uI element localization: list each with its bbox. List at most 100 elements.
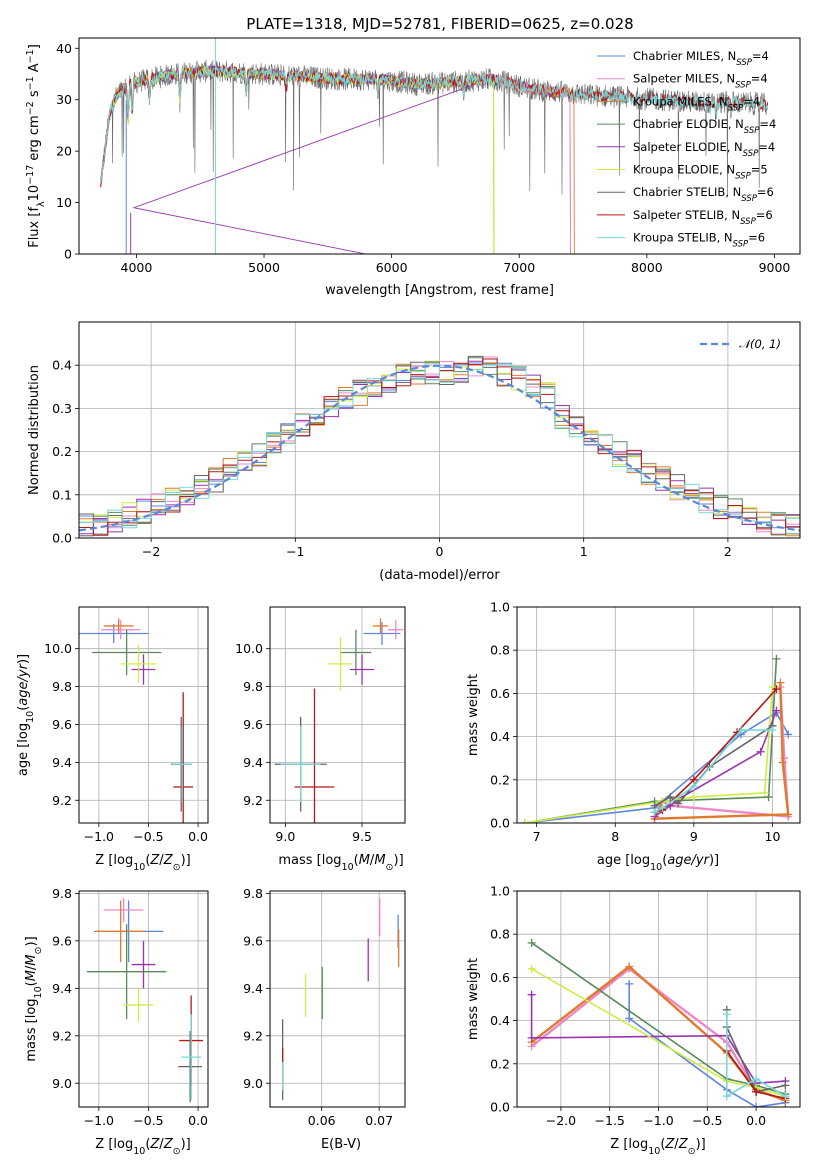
weight-age-y-label: mass weight (466, 674, 481, 756)
weight-line (524, 658, 778, 823)
y-tick-label: 0.6 (490, 970, 510, 985)
weight-marker (778, 758, 787, 767)
y-tick-label: 0.3 (52, 401, 72, 416)
label-part: 10 (25, 711, 36, 723)
x-tick-label: 8 (611, 829, 619, 844)
weight-line (531, 942, 786, 1095)
label-part: / (159, 1137, 164, 1152)
axes-frame (78, 890, 209, 1108)
label-part: ⊙ (688, 1146, 696, 1157)
x-tick-label: 9 (690, 829, 698, 844)
y-tick-label: 9.6 (243, 933, 263, 948)
normal-curve (79, 364, 800, 532)
y-tick-label: 0.0 (52, 531, 72, 546)
x-tick-label: −0.5 (133, 829, 163, 844)
label-part: A (27, 63, 42, 76)
legend-nssp: =6 (757, 185, 774, 199)
residual-histogram (79, 363, 800, 533)
y-tick-label: 0.6 (490, 686, 510, 701)
label-part: )] (394, 853, 404, 868)
weight-marker (674, 799, 683, 808)
label-part: Z (664, 1137, 675, 1152)
y-tick-label: 0.8 (490, 643, 510, 658)
label-part: erg cm (27, 115, 42, 164)
axes-frame (78, 37, 801, 255)
x-tick-label: 0.07 (365, 1113, 393, 1128)
mass-weight-vs-metallicity-panel: −2.0 −1.5 −1.0 −0.5 0.0 0.0 0.2 0.4 0.6 0.8 1.0 Z [… (466, 884, 801, 1157)
weight-marker (772, 685, 781, 694)
x-tick-label: 5000 (248, 260, 280, 275)
y-tick-label: 0.4 (52, 358, 72, 373)
spectrum-line (100, 66, 495, 254)
label-part: −1 (25, 76, 36, 90)
weight-marker (781, 1092, 790, 1101)
weight-marker (527, 964, 536, 973)
x-tick-label: −2.0 (546, 1113, 576, 1128)
y-tick-label: 9.6 (52, 933, 72, 948)
x-tick-label: −1.0 (84, 829, 114, 844)
x-tick-label: −0.5 (133, 1113, 163, 1128)
y-tick-label: 9.8 (52, 679, 72, 694)
legend-ssp: SSP (735, 172, 751, 182)
label-part: 10 (342, 862, 354, 873)
weight-marker (752, 1103, 761, 1107)
label-part: λ (36, 201, 47, 207)
weight-marker (784, 810, 793, 819)
spectrum-line (100, 64, 494, 254)
legend-ssp: SSP (736, 58, 752, 68)
legend-name: Salpeter MILES, N (633, 72, 735, 86)
y-tick-label: 1.0 (490, 884, 510, 899)
axes-frame (78, 321, 801, 539)
label-part: mass [log (24, 998, 39, 1061)
y-tick-label: 9.4 (243, 755, 263, 770)
mass-ebv-x-label: E(B-V) (321, 1137, 361, 1152)
label-part: Z [log (95, 1137, 133, 1152)
age-mass-x-label: mass [log10(M/M⊙)] (278, 853, 403, 873)
y-tick-label: 9.2 (52, 793, 72, 808)
weight-marker (764, 793, 773, 802)
x-tick-label: 0.0 (746, 1113, 766, 1128)
label-part: M (24, 970, 39, 981)
label-part: ( (354, 853, 359, 868)
weight-age-x-label: age [log10(age/yr)] (597, 853, 719, 873)
weight-marker (776, 678, 785, 687)
label-part: ( (145, 853, 150, 868)
label-part: Flux [f (27, 207, 42, 248)
legend-name: Chabrier MILES, N (633, 49, 736, 63)
legend-ssp: SSP (733, 240, 749, 250)
weight-marker (689, 793, 698, 802)
legend-name: Kroupa ELODIE, N (633, 163, 735, 177)
x-tick-label: −1.0 (643, 1113, 673, 1128)
x-tick-label: 0.0 (188, 1113, 208, 1128)
legend-nssp: =4 (743, 94, 760, 108)
y-tick-label: 9.2 (52, 1028, 72, 1043)
x-tick-label: 9.5 (352, 829, 372, 844)
legend-nssp: =4 (759, 117, 776, 131)
age-vs-metallicity-panel: −1.0 −0.5 0.09.29.49.69.810.0Z [log10(Z/Z⊙… (16, 606, 209, 873)
label-part: −17 (25, 165, 36, 185)
legend-nssp: =6 (748, 231, 765, 245)
label-part: / (24, 965, 39, 970)
label-part: ⊙ (173, 1146, 181, 1157)
axes-frame (516, 606, 801, 824)
legend-nssp: =4 (758, 140, 775, 154)
spectrum-y-label: Flux [fλ10−17 erg cm−2 s−1 A−1] (25, 44, 47, 248)
y-tick-label: 0 (64, 247, 72, 262)
weight-marker (722, 1010, 731, 1019)
residuals-y-label: Normed distribution (27, 365, 42, 495)
y-tick-label: 9.0 (243, 1076, 263, 1091)
weight-marker (722, 1092, 731, 1101)
legend-nssp: =4 (751, 72, 768, 86)
y-tick-label: 9.6 (243, 717, 263, 732)
mass-vs-metallicity-panel: −1.0 −0.5 0.09.09.29.49.69.8Z [log10(Z/Z⊙)… (24, 886, 209, 1157)
y-tick-label: 9.2 (243, 1028, 263, 1043)
label-part: 10 (133, 862, 145, 873)
weight-marker (527, 1033, 536, 1042)
y-tick-label: 30 (56, 92, 72, 107)
weight-marker (666, 793, 675, 802)
legend-ssp: SSP (735, 81, 751, 91)
legend-name: Chabrier ELODIE, N (633, 117, 744, 131)
y-tick-label: 9.4 (52, 755, 72, 770)
label-part: ] (27, 44, 42, 49)
